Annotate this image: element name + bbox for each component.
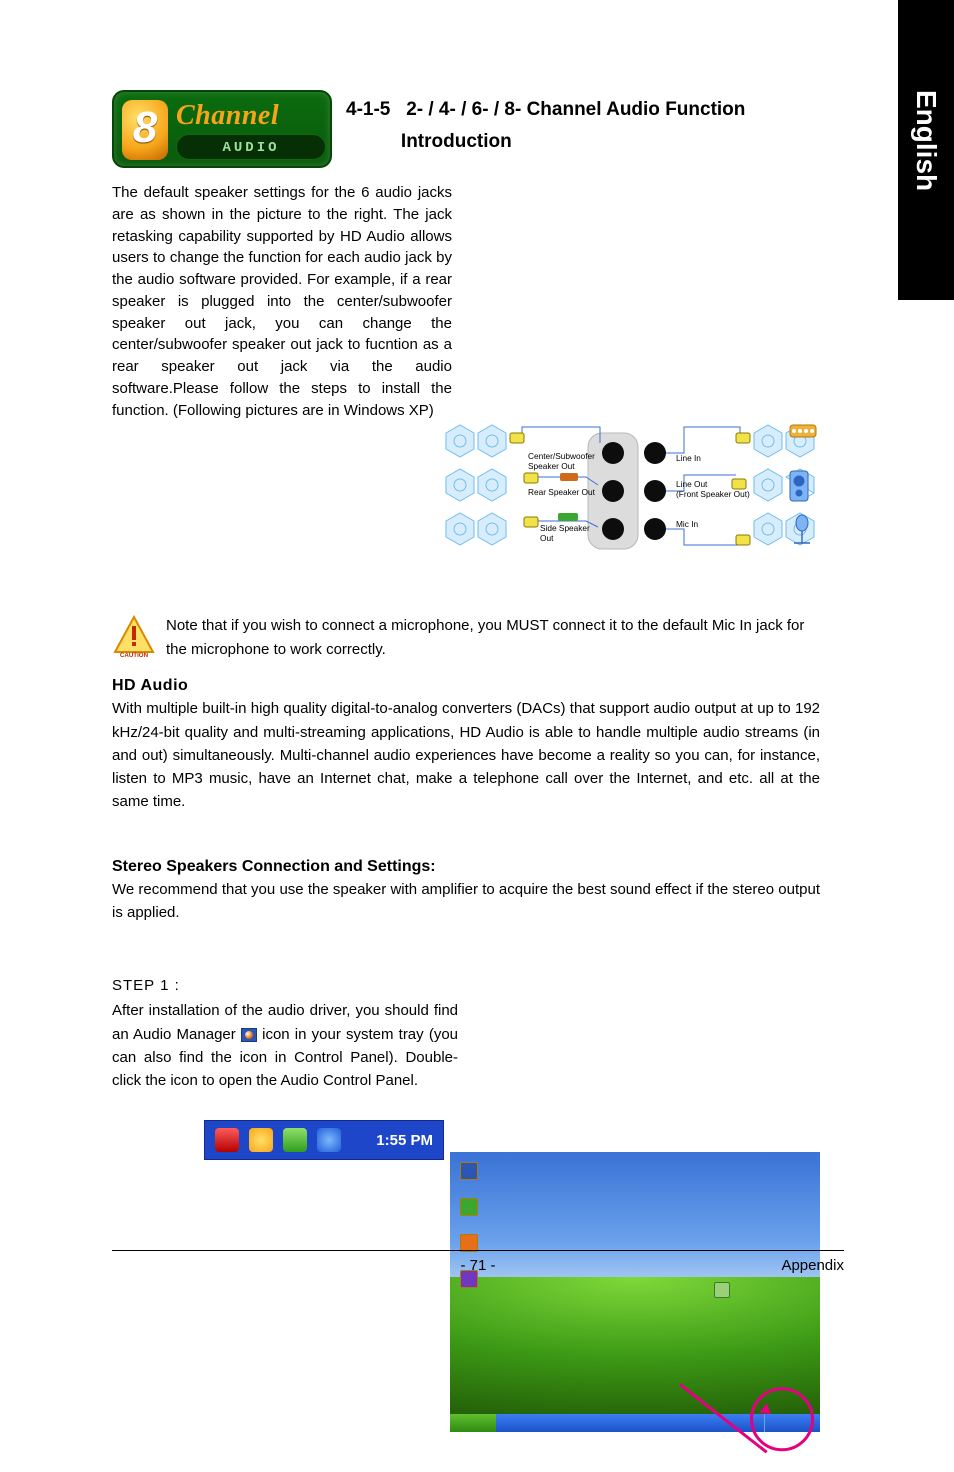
stereo-heading: Stereo Speakers Connection and Settings: <box>112 858 820 876</box>
desktop-screenshot <box>450 1152 820 1432</box>
jack-label-front: (Front Speaker Out) <box>676 489 750 499</box>
audio-jack-diagram: Center/Subwoofer Speaker Out Rear Speake… <box>440 419 820 574</box>
tray-clock: 1:55 PM <box>376 1129 433 1152</box>
hd-audio-heading: HD Audio <box>112 677 820 695</box>
section-title-line2: Introduction <box>401 131 512 152</box>
system-tray-closeup: 1:55 PM <box>204 1120 444 1160</box>
audio-manager-icon <box>241 1028 257 1042</box>
svg-text:CAUTION: CAUTION <box>120 652 149 658</box>
jack-label-side: Side Speaker <box>540 523 590 533</box>
logo-word: Channel <box>176 100 279 132</box>
page-footer: - 71 - Appendix <box>112 1250 844 1274</box>
step1-label: STEP 1 : <box>112 974 458 997</box>
jack-label-lineout: Line Out <box>676 479 708 489</box>
jack-label-micin: Mic In <box>676 519 699 529</box>
jack-label-rear: Rear Speaker Out <box>528 487 596 497</box>
logo-bar: AUDIO <box>176 134 326 160</box>
language-tab-label: English <box>910 90 942 191</box>
section-number: 4-1-5 <box>346 99 390 120</box>
caution-icon: CAUTION <box>112 614 156 663</box>
tray-icon <box>283 1128 307 1152</box>
language-tab: English <box>898 0 954 300</box>
section-title-line1: 2- / 4- / 6- / 8- Channel Audio Function <box>406 99 745 120</box>
tray-icon <box>317 1128 341 1152</box>
intro-paragraph: The default speaker settings for the 6 a… <box>112 182 452 421</box>
hd-audio-body: With multiple built-in high quality digi… <box>112 697 820 813</box>
jack-label-center2: Speaker Out <box>528 461 575 471</box>
step1-text: STEP 1 : After installation of the audio… <box>112 974 458 1160</box>
page-number: - 71 - <box>460 1257 495 1274</box>
tray-icon <box>215 1128 239 1152</box>
jack-label-center: Center/Subwoofer <box>528 451 595 461</box>
logo-digit: 8 <box>122 100 168 160</box>
jack-label-side2: Out <box>540 533 554 543</box>
jack-label-linein: Line In <box>676 453 701 463</box>
tray-icon <box>249 1128 273 1152</box>
stereo-body: We recommend that you use the speaker wi… <box>112 878 820 925</box>
caution-text: Note that if you wish to connect a micro… <box>112 614 820 661</box>
footer-section: Appendix <box>781 1257 844 1274</box>
channel-audio-logo: 8 Channel AUDIO <box>112 90 332 168</box>
